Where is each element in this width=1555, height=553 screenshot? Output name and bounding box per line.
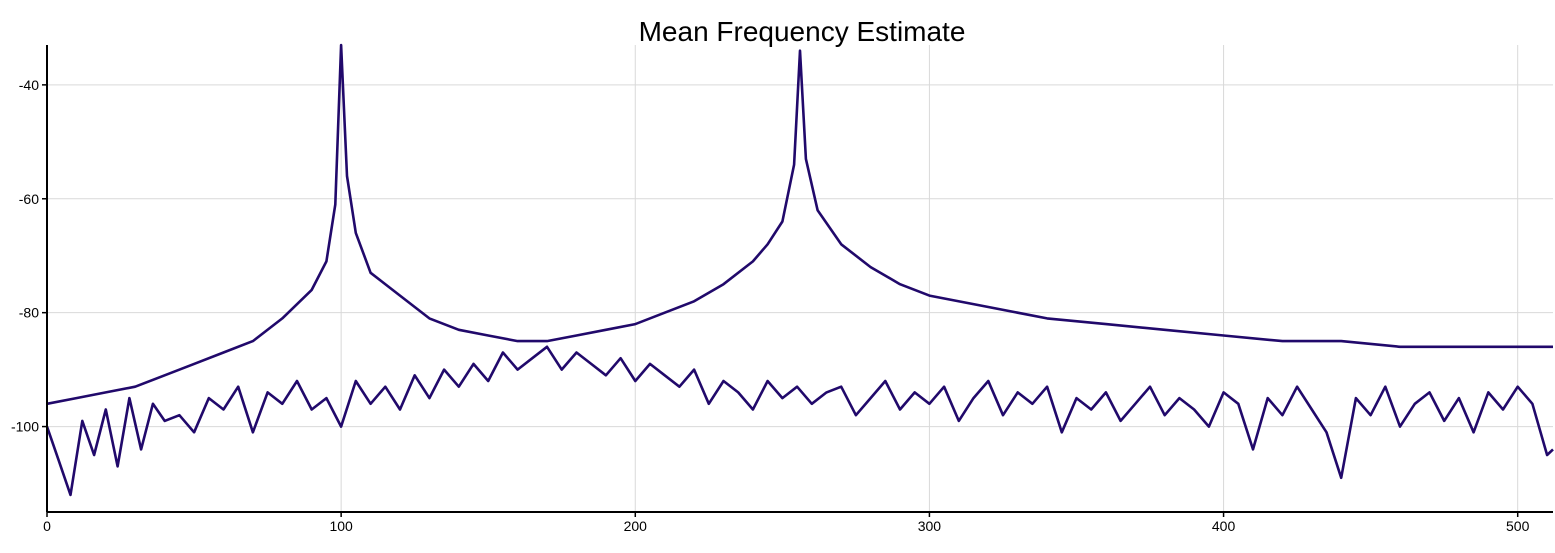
grid bbox=[47, 45, 1553, 512]
y-tick-label: -100 bbox=[11, 419, 39, 435]
x-tick-label: 100 bbox=[329, 518, 353, 534]
tick-labels: 0 100 200 300 400 500 -40 -60 -80 -100 bbox=[11, 77, 1530, 534]
x-tick-label: 500 bbox=[1506, 518, 1530, 534]
x-tick-label: 400 bbox=[1212, 518, 1236, 534]
x-tick-label: 0 bbox=[43, 518, 51, 534]
y-tick-label: -80 bbox=[19, 305, 39, 321]
series-line-peaks bbox=[46, 43, 1553, 406]
y-tick-label: -60 bbox=[19, 191, 39, 207]
series-layer bbox=[45, 43, 1554, 497]
chart-title: Mean Frequency Estimate bbox=[639, 16, 966, 47]
x-tick-label: 200 bbox=[624, 518, 648, 534]
series-line-noise bbox=[45, 345, 1554, 497]
y-tick-label: -40 bbox=[19, 77, 39, 93]
x-tick-label: 300 bbox=[918, 518, 942, 534]
axes bbox=[42, 45, 1553, 517]
